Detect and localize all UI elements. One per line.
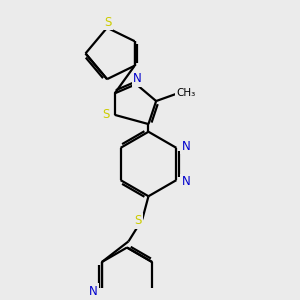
Text: N: N	[182, 140, 190, 152]
Text: N: N	[182, 176, 190, 188]
Text: N: N	[89, 285, 98, 298]
Text: CH₃: CH₃	[177, 88, 196, 98]
Text: S: S	[102, 108, 109, 122]
Text: N: N	[133, 72, 142, 85]
Text: S: S	[134, 214, 141, 227]
Text: S: S	[104, 16, 111, 29]
